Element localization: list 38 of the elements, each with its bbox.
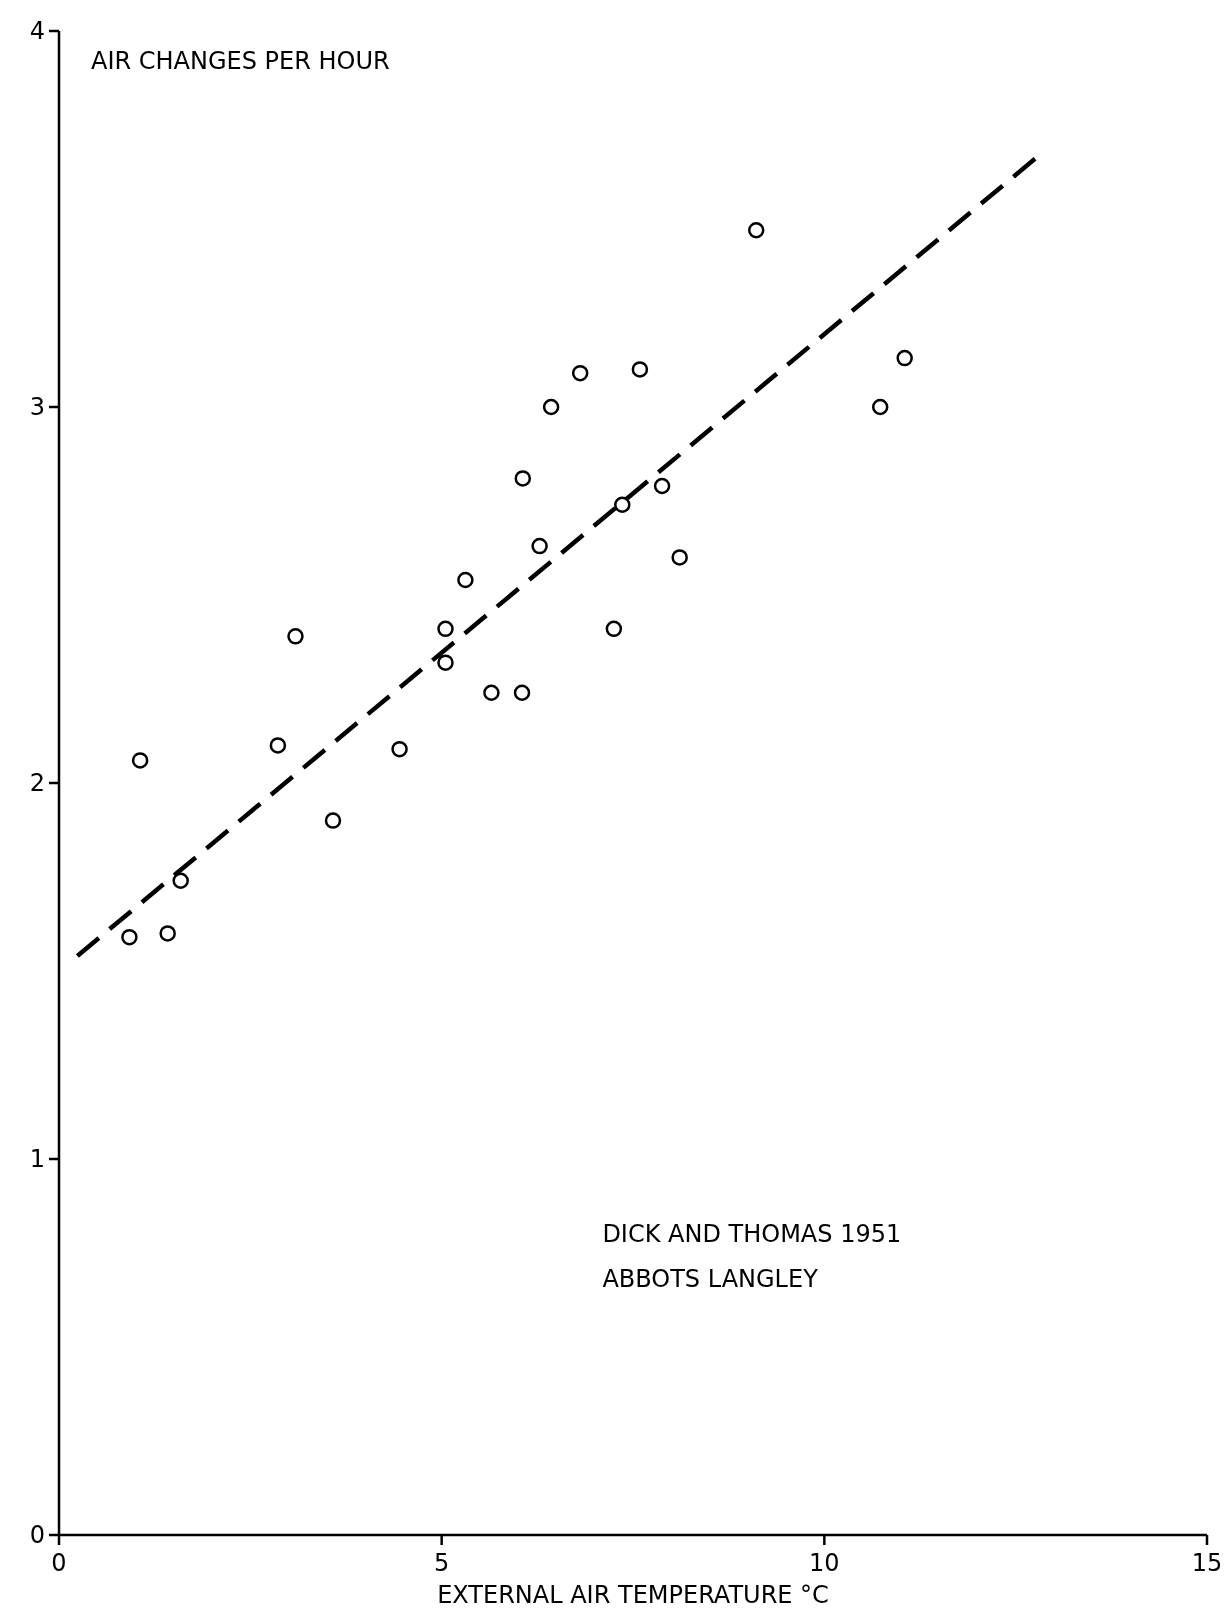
y-tick-label: 0: [29, 1521, 45, 1549]
point: [896, 349, 913, 367]
point: [437, 620, 454, 638]
y-tick-label: 4: [29, 17, 45, 45]
point: [172, 872, 189, 890]
point: [437, 654, 454, 671]
annotation: DICK AND THOMAS 1951: [602, 1219, 902, 1248]
point: [324, 812, 342, 829]
point: [391, 740, 408, 758]
point: [871, 398, 889, 416]
point: [131, 752, 149, 769]
point: [531, 537, 548, 555]
x-tick-label: 15: [1191, 1549, 1223, 1577]
point: [542, 398, 560, 416]
point: [747, 222, 765, 239]
x-tick-label: 10: [809, 1549, 840, 1577]
point: [513, 684, 531, 702]
point: [671, 549, 688, 566]
point: [653, 477, 671, 495]
x-axis-title: EXTERNAL AIR TEMPERATURE °C: [437, 1581, 829, 1609]
y-axis-title: AIR CHANGES PER HOUR: [91, 47, 390, 75]
point: [287, 628, 304, 645]
y-tick-label: 3: [29, 393, 45, 421]
point: [457, 571, 474, 589]
y-tick-label: 1: [29, 1145, 45, 1173]
point: [159, 925, 176, 942]
point: [269, 737, 287, 754]
x-tick-label: 0: [51, 1549, 67, 1577]
point: [121, 928, 138, 946]
point: [483, 684, 500, 702]
point: [571, 364, 589, 382]
point: [631, 361, 649, 378]
point: [514, 470, 532, 487]
y-tick-label: 2: [29, 769, 45, 797]
point: [605, 620, 623, 638]
point: [614, 496, 631, 514]
x-tick-label: 5: [434, 1549, 450, 1577]
annotation: ABBOTS LANGLEY: [602, 1264, 819, 1293]
